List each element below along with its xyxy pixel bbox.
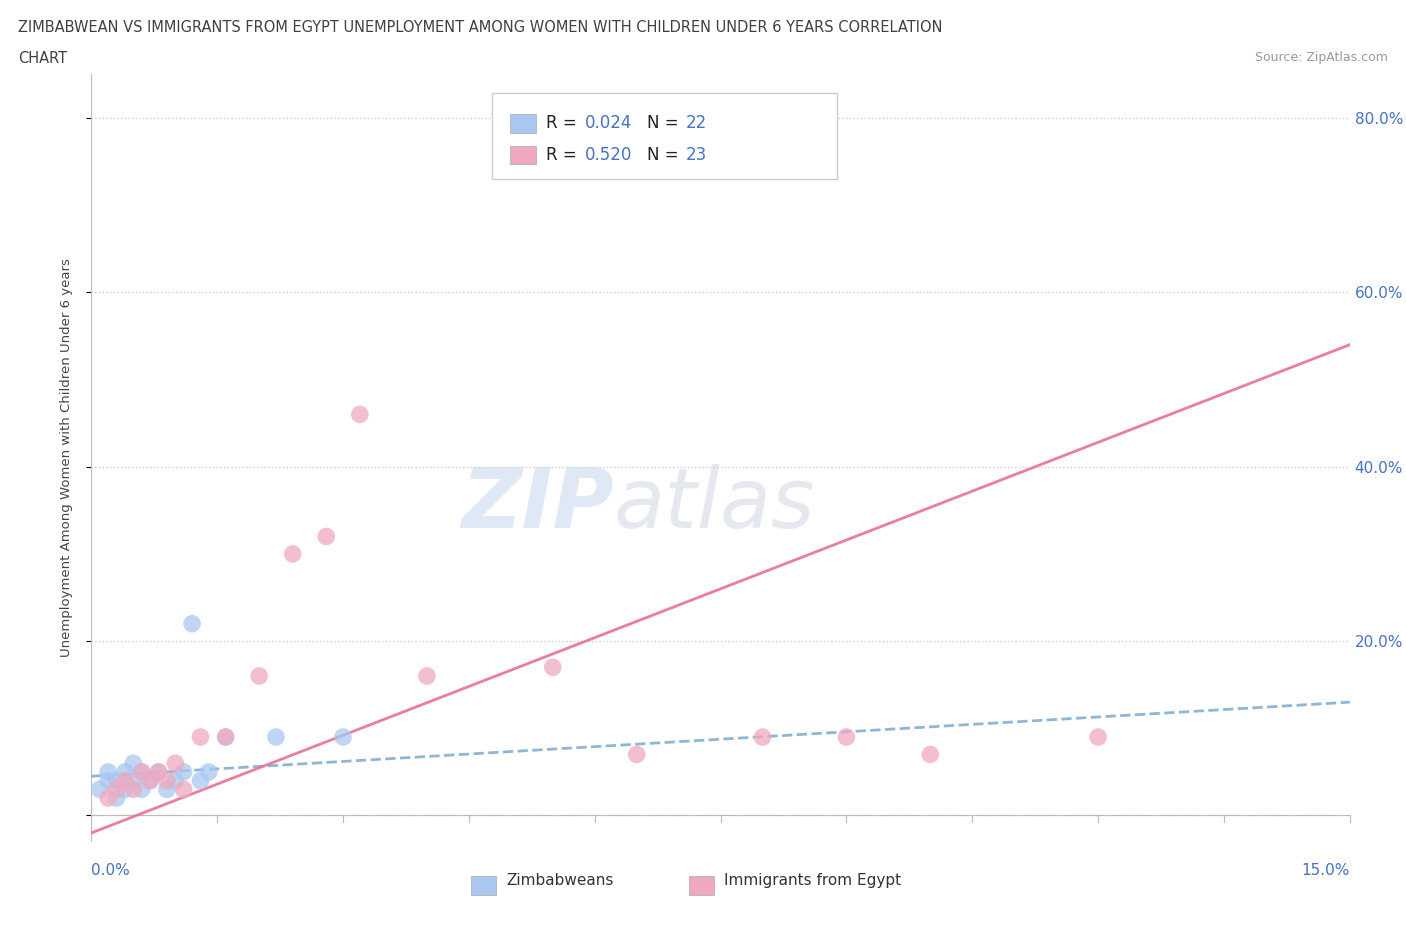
Point bbox=[214, 729, 236, 744]
Point bbox=[173, 782, 195, 797]
Point bbox=[190, 773, 212, 788]
Point bbox=[349, 407, 371, 422]
Text: 0.0%: 0.0% bbox=[91, 863, 131, 879]
Text: 15.0%: 15.0% bbox=[1302, 863, 1350, 879]
Point bbox=[315, 529, 337, 544]
Point bbox=[97, 764, 120, 779]
Point bbox=[1087, 729, 1109, 744]
Text: atlas: atlas bbox=[613, 463, 815, 545]
Text: N =: N = bbox=[647, 146, 683, 164]
Text: 22: 22 bbox=[686, 114, 707, 132]
Point bbox=[114, 773, 136, 788]
Point bbox=[105, 790, 128, 805]
Point bbox=[97, 773, 120, 788]
Point bbox=[131, 764, 153, 779]
Point bbox=[105, 782, 128, 797]
Point bbox=[247, 669, 270, 684]
Text: Zimbabweans: Zimbabweans bbox=[506, 873, 613, 888]
Point bbox=[332, 729, 354, 744]
Point bbox=[139, 773, 162, 788]
Point bbox=[198, 764, 221, 779]
Text: Immigrants from Egypt: Immigrants from Egypt bbox=[724, 873, 901, 888]
Point bbox=[122, 756, 145, 771]
Text: ZIP: ZIP bbox=[461, 463, 613, 545]
Point bbox=[190, 729, 212, 744]
Point bbox=[835, 729, 858, 744]
Y-axis label: Unemployment Among Women with Children Under 6 years: Unemployment Among Women with Children U… bbox=[60, 259, 73, 658]
Point bbox=[131, 782, 153, 797]
Point bbox=[131, 764, 153, 779]
Point bbox=[751, 729, 773, 744]
Point bbox=[165, 756, 187, 771]
Text: R =: R = bbox=[546, 114, 582, 132]
Text: 23: 23 bbox=[686, 146, 707, 164]
Point bbox=[173, 764, 195, 779]
Point bbox=[181, 617, 204, 631]
Point bbox=[105, 773, 128, 788]
Text: 0.024: 0.024 bbox=[585, 114, 633, 132]
Point bbox=[165, 773, 187, 788]
Point bbox=[89, 782, 111, 797]
Text: CHART: CHART bbox=[18, 51, 67, 66]
Point bbox=[214, 729, 236, 744]
Point bbox=[139, 773, 162, 788]
Point bbox=[416, 669, 439, 684]
Point bbox=[122, 773, 145, 788]
Point bbox=[148, 764, 170, 779]
Point bbox=[156, 782, 179, 797]
Point bbox=[264, 729, 287, 744]
Text: N =: N = bbox=[647, 114, 683, 132]
Text: ZIMBABWEAN VS IMMIGRANTS FROM EGYPT UNEMPLOYMENT AMONG WOMEN WITH CHILDREN UNDER: ZIMBABWEAN VS IMMIGRANTS FROM EGYPT UNEM… bbox=[18, 20, 943, 35]
Point bbox=[626, 747, 648, 762]
Point bbox=[114, 764, 136, 779]
Text: R =: R = bbox=[546, 146, 582, 164]
Point bbox=[156, 773, 179, 788]
Point bbox=[148, 764, 170, 779]
Point bbox=[920, 747, 942, 762]
Point bbox=[97, 790, 120, 805]
Text: Source: ZipAtlas.com: Source: ZipAtlas.com bbox=[1254, 51, 1388, 64]
Point bbox=[281, 547, 304, 562]
Text: 0.520: 0.520 bbox=[585, 146, 633, 164]
Point bbox=[122, 782, 145, 797]
Point bbox=[541, 660, 564, 675]
Point bbox=[114, 782, 136, 797]
